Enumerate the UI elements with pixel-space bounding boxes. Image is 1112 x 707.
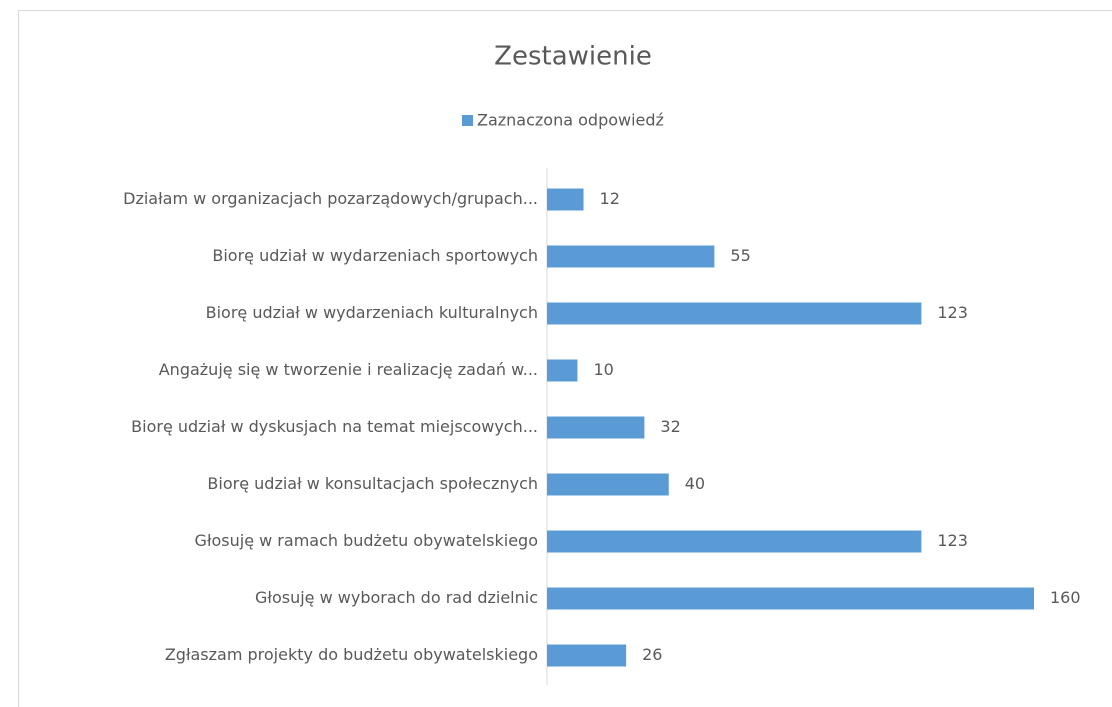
y-tick-label: Biorę udział w wydarzeniach sportowych bbox=[212, 246, 538, 265]
bar bbox=[547, 188, 584, 211]
data-label: 160 bbox=[1050, 588, 1081, 607]
bar bbox=[547, 473, 669, 496]
chart-title: Zestawienie bbox=[494, 42, 652, 72]
y-tick-label: Biorę udział w konsultacjach społecznych bbox=[207, 474, 538, 493]
bar bbox=[547, 416, 645, 439]
data-label: 55 bbox=[730, 246, 750, 265]
data-label: 123 bbox=[937, 303, 968, 322]
y-tick-label: Angażuję się w tworzenie i realizację za… bbox=[159, 360, 538, 379]
bar bbox=[547, 644, 627, 667]
data-label: 10 bbox=[593, 360, 613, 379]
y-tick-label: Biorę udział w dyskusjach na temat miejs… bbox=[131, 417, 538, 436]
y-tick-label: Działam w organizacjach pozarządowych/gr… bbox=[123, 189, 538, 208]
y-tick-label: Głosuję w wyborach do rad dzielnic bbox=[255, 588, 538, 607]
data-label: 123 bbox=[937, 531, 968, 550]
y-tick-label: Głosuję w ramach budżetu obywatelskiego bbox=[195, 531, 538, 550]
data-label: 32 bbox=[660, 417, 680, 436]
data-label: 40 bbox=[685, 474, 705, 493]
legend-swatch bbox=[462, 115, 473, 126]
data-label: 26 bbox=[642, 645, 662, 664]
bar bbox=[547, 302, 922, 325]
data-label: 12 bbox=[600, 189, 620, 208]
bar bbox=[547, 587, 1034, 610]
y-tick-label: Zgłaszam projekty do budżetu obywatelski… bbox=[165, 645, 538, 664]
bar bbox=[547, 530, 922, 553]
legend-label: Zaznaczona odpowiedź bbox=[477, 111, 664, 130]
y-tick-label: Biorę udział w wydarzeniach kulturalnych bbox=[206, 303, 538, 322]
bar bbox=[547, 359, 578, 382]
bar bbox=[547, 245, 715, 268]
